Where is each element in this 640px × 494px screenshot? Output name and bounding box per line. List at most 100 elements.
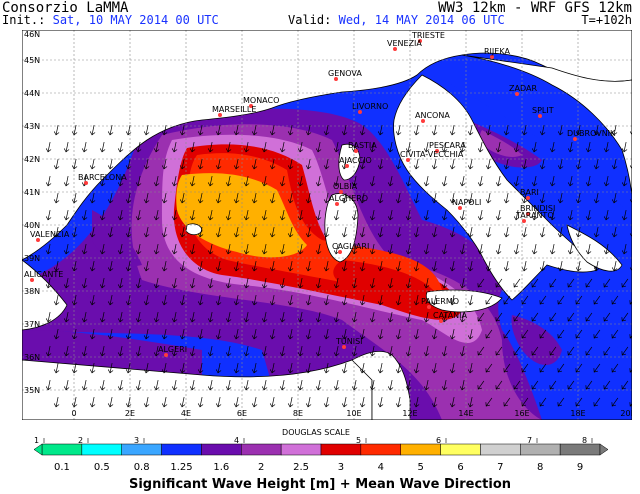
color-bar-segment <box>81 443 122 456</box>
city-marker-icon <box>522 219 526 223</box>
arrow-icon <box>161 159 168 170</box>
arrow-icon <box>269 363 276 374</box>
arrow-icon <box>243 210 250 221</box>
arrow-icon <box>287 397 294 408</box>
arrow-icon <box>297 142 304 153</box>
arrow-icon <box>99 346 106 357</box>
douglas-number: 3 <box>134 436 139 445</box>
city-marker-icon <box>342 345 346 349</box>
arrow-icon <box>377 397 384 408</box>
arrow-icon <box>305 261 312 272</box>
threshold-label: 1.6 <box>213 462 229 473</box>
arrow-icon <box>233 295 240 306</box>
arrow-icon <box>71 363 78 374</box>
arrow-icon <box>81 312 88 323</box>
arrow-icon <box>485 193 492 204</box>
arrow-icon <box>305 193 312 204</box>
city-label: ALGERI <box>158 345 187 354</box>
threshold-label: 7 <box>497 462 503 473</box>
arrow-icon <box>621 380 629 390</box>
arrow-icon <box>333 142 340 153</box>
arrow-icon <box>567 380 575 390</box>
arrow-icon <box>557 193 564 204</box>
arrow-icon <box>549 312 557 322</box>
arrow-icon <box>485 397 493 407</box>
arrow-icon <box>315 346 322 357</box>
arrow-icon <box>117 210 124 221</box>
arrow-icon <box>71 159 78 170</box>
arrow-icon <box>333 346 340 357</box>
arrow-icon <box>485 329 493 339</box>
threshold-label: 5 <box>417 462 423 473</box>
city-label: CIVITA-VECCHIA <box>400 150 464 159</box>
city-label: PESCARA <box>429 141 466 150</box>
bar-left-arrow <box>33 443 43 456</box>
arrow-icon <box>305 397 312 408</box>
arrow-icon <box>189 380 196 391</box>
arrow-icon <box>207 312 214 323</box>
threshold-label: 1.25 <box>170 462 192 473</box>
arrow-icon <box>377 363 384 374</box>
valid-value: Wed, 14 MAY 2014 06 UTC <box>338 13 505 27</box>
arrow-icon <box>567 278 575 288</box>
arrow-icon <box>225 176 232 187</box>
threshold-label: 9 <box>577 462 583 473</box>
arrow-icon <box>359 159 366 170</box>
arrow-icon <box>567 210 574 221</box>
arrow-icon <box>503 125 510 136</box>
arrow-icon <box>53 227 60 238</box>
city-marker-icon <box>427 305 431 309</box>
lat-label: 41N <box>24 188 40 197</box>
lat-label: 37N <box>24 320 40 329</box>
arrow-icon <box>63 142 70 153</box>
arrow-icon <box>585 380 593 390</box>
arrow-icon <box>251 363 258 374</box>
arrow-icon <box>369 210 376 221</box>
arrow-icon <box>215 295 222 306</box>
threshold-label: 2 <box>258 462 264 473</box>
lon-label: 6E <box>237 409 247 418</box>
arrow-icon <box>387 244 394 255</box>
model-title: WW3 12km - WRF GFS 12km <box>438 0 632 16</box>
arrow-icon <box>341 363 348 374</box>
lon-label: 16E <box>514 409 529 418</box>
city-marker-icon <box>526 212 530 216</box>
wave-height-fields <box>22 70 632 420</box>
arrow-icon <box>243 346 250 357</box>
arrow-icon <box>621 278 629 288</box>
threshold-labels: 0.1 0.5 0.8 1.25 1.6 2 2.5 3 4 5 6 7 8 9 <box>54 462 583 473</box>
arrow-icon <box>107 193 114 204</box>
arrow-icon <box>251 193 258 204</box>
arrow-icon <box>395 193 402 204</box>
arrow-icon <box>621 312 629 322</box>
city-label: PALERMO <box>421 297 459 306</box>
arrow-icon <box>377 193 384 204</box>
arrow-icon <box>485 159 492 170</box>
arrow-icon <box>179 329 186 340</box>
city-marker-icon <box>335 202 339 206</box>
arrow-icon <box>629 227 632 238</box>
arrow-icon <box>503 227 510 238</box>
arrow-icon <box>261 244 268 255</box>
arrow-icon <box>621 244 628 255</box>
threshold-label: 0.5 <box>94 462 110 473</box>
arrow-icon <box>243 176 250 187</box>
arrow-icon <box>233 329 240 340</box>
arrow-icon <box>81 380 88 391</box>
arrow-icon <box>323 397 330 408</box>
arrow-icon <box>125 227 132 238</box>
arrow-icon <box>197 295 204 306</box>
arrow-icon <box>567 312 575 322</box>
arrow-icon <box>153 278 160 289</box>
arrow-icon <box>405 210 412 221</box>
arrow-icon <box>233 261 240 272</box>
city-marker-icon <box>354 149 358 153</box>
douglas-number: 6 <box>436 436 441 445</box>
arrow-icon <box>539 125 546 136</box>
arrow-icon <box>225 244 232 255</box>
arrow-icon <box>459 312 466 323</box>
arrow-icon <box>449 295 456 306</box>
arrow-icon <box>279 346 286 357</box>
